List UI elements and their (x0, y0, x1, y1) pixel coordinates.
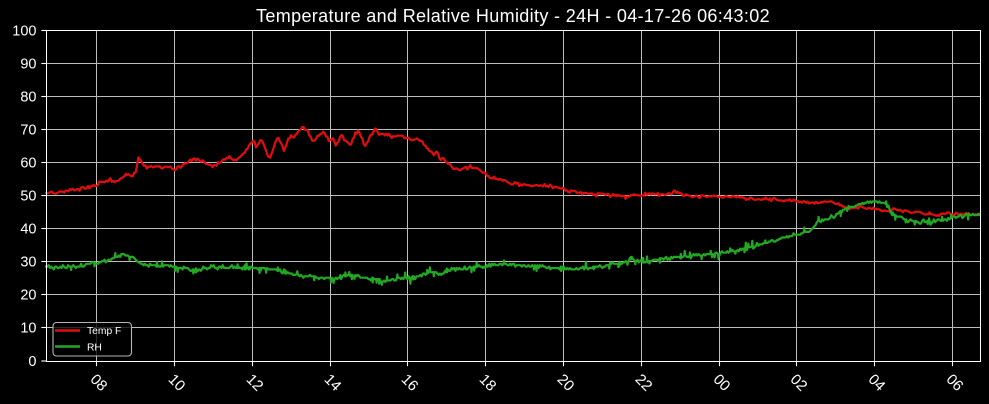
svg-text:0: 0 (28, 354, 36, 370)
svg-text:Temp F: Temp F (87, 326, 121, 337)
svg-text:100: 100 (12, 24, 36, 40)
svg-text:90: 90 (20, 57, 36, 73)
svg-text:50: 50 (20, 189, 36, 205)
svg-text:80: 80 (20, 90, 36, 106)
svg-text:30: 30 (20, 255, 36, 271)
svg-text:Temperature and Relative Humid: Temperature and Relative Humidity - 24H … (256, 6, 770, 26)
svg-text:70: 70 (20, 123, 36, 139)
svg-text:10: 10 (20, 321, 36, 337)
svg-text:40: 40 (20, 222, 36, 238)
svg-text:60: 60 (20, 156, 36, 172)
svg-text:20: 20 (20, 288, 36, 304)
svg-text:RH: RH (87, 342, 102, 353)
